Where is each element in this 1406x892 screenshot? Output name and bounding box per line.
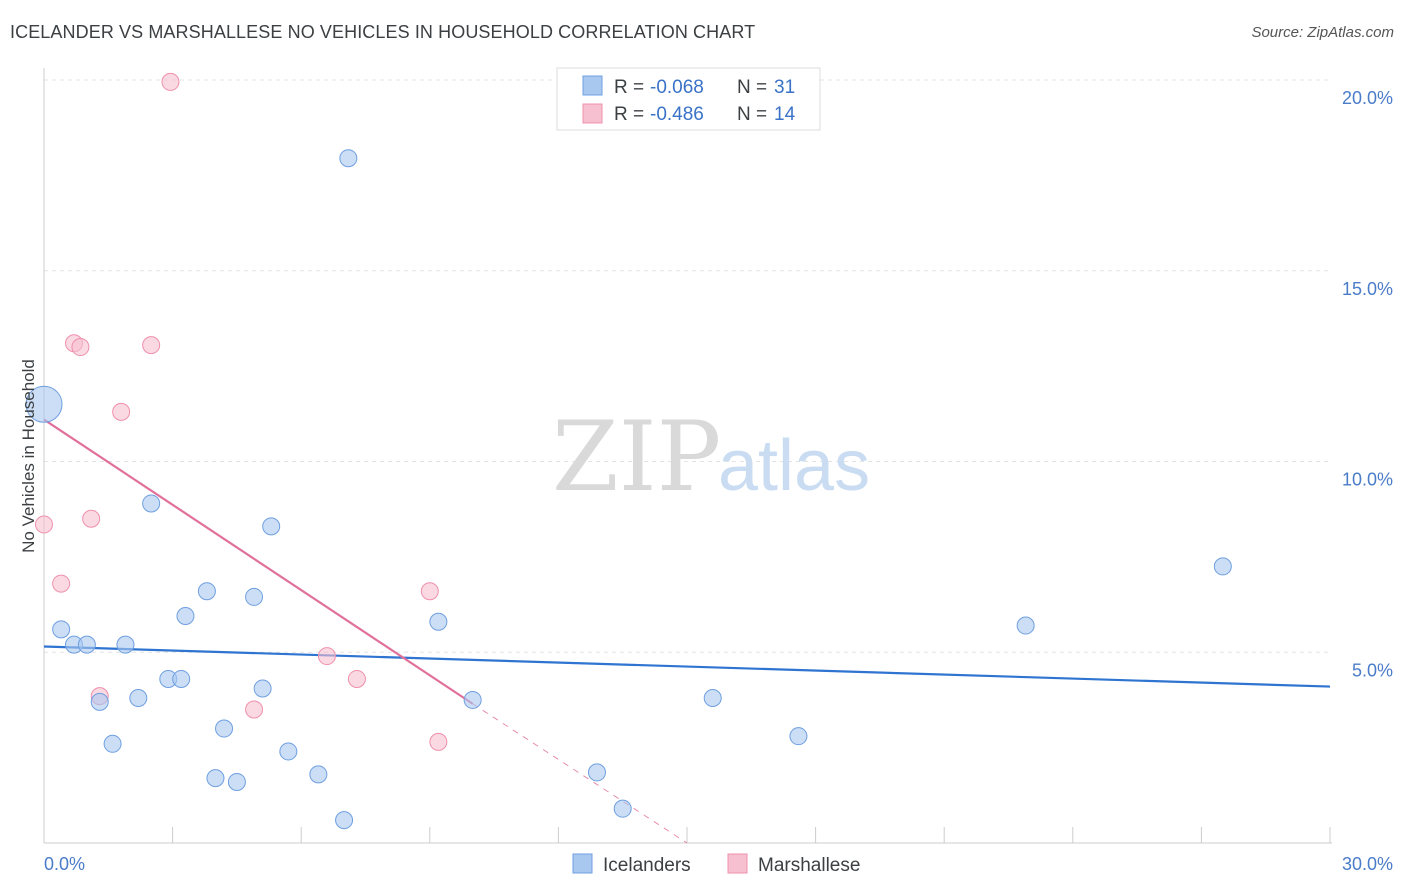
legend-n-label-1: N = [737,77,767,98]
y-tick-label-3: 20.0% [1342,88,1393,108]
point-icelanders-19 [279,742,298,761]
point-icelanders-7 [129,689,148,708]
point-marshallese-8 [161,72,180,91]
point-marshallese-3 [71,338,90,357]
point-icelanders-29 [1016,616,1035,635]
point-icelanders-8 [142,494,161,513]
grid [44,79,1332,653]
point-icelanders-0 [25,385,63,423]
series-legend-label-marshallese: Marshallese [758,855,860,876]
point-marshallese-13 [429,732,448,751]
point-marshallese-4 [82,509,101,528]
point-icelanders-17 [253,679,272,698]
watermark: ZIP atlas [552,401,870,513]
watermark-atlas: atlas [718,426,870,506]
y-tick-labels: 5.0% 10.0% 15.0% 20.0% [1342,88,1393,680]
point-icelanders-14 [215,719,234,738]
trend-line-extension-marshallese [472,703,688,844]
point-icelanders-4 [90,692,109,711]
point-marshallese-1 [52,574,71,593]
stats-legend: R = -0.068 N = 31 R = -0.486 N = 14 [556,67,821,131]
series-legend-swatch-marshallese [727,853,748,874]
point-icelanders-12 [197,582,216,601]
point-icelanders-1 [52,620,71,639]
point-icelanders-18 [262,517,281,536]
point-marshallese-12 [420,582,439,601]
legend-n-value-2: 14 [774,104,796,125]
point-icelanders-11 [176,607,195,626]
point-marshallese-11 [347,669,366,688]
point-icelanders-13 [206,769,225,788]
x-tick-label-max: 30.0% [1342,854,1393,874]
point-icelanders-10 [172,669,191,688]
point-icelanders-25 [587,763,606,782]
point-icelanders-27 [703,689,722,708]
point-icelanders-21 [335,811,354,830]
series-legend: Icelanders Marshallese [572,853,860,876]
y-tick-label-0: 5.0% [1352,660,1393,680]
axes [43,68,1332,844]
point-marshallese-0 [35,515,53,534]
point-icelanders-5 [103,734,122,753]
y-axis-label: No Vehicles in Household [19,359,38,553]
legend-n-label-2: N = [737,104,767,125]
point-icelanders-24 [463,690,482,709]
point-marshallese-10 [317,647,336,666]
point-icelanders-6 [116,635,135,654]
legend-r-label-1: R = [614,77,644,98]
point-marshallese-6 [112,402,131,421]
watermark-zip: ZIP [552,401,721,513]
point-icelanders-26 [613,799,632,818]
series-legend-swatch-icelanders [572,853,593,874]
legend-n-value-1: 31 [774,77,795,98]
legend-swatch-icelanders [582,75,603,96]
legend-r-value-1: -0.068 [650,77,704,98]
point-icelanders-23 [429,612,448,631]
point-icelanders-15 [227,772,246,791]
legend-r-value-2: -0.486 [650,104,704,125]
point-icelanders-20 [309,765,328,784]
data-points [25,72,1232,830]
trend-lines [43,418,1331,844]
point-icelanders-22 [339,149,358,168]
legend-r-label-2: R = [614,104,644,125]
trend-line-icelanders [43,645,1331,688]
trend-line-marshallese [43,418,474,705]
series-legend-label-icelanders: Icelanders [603,855,691,876]
point-marshallese-7 [142,336,161,355]
source-label: Source: ZipAtlas.com [1251,24,1394,41]
legend-swatch-marshallese [582,103,603,124]
chart-title: ICELANDER VS MARSHALLESE NO VEHICLES IN … [10,22,756,42]
point-icelanders-28 [789,727,808,746]
y-tick-label-1: 10.0% [1342,470,1393,490]
point-marshallese-9 [245,700,264,719]
x-tick-label-min: 0.0% [44,854,85,874]
y-tick-label-2: 15.0% [1342,279,1393,299]
point-icelanders-30 [1213,557,1232,576]
point-icelanders-16 [245,587,264,606]
point-icelanders-3 [77,635,96,654]
